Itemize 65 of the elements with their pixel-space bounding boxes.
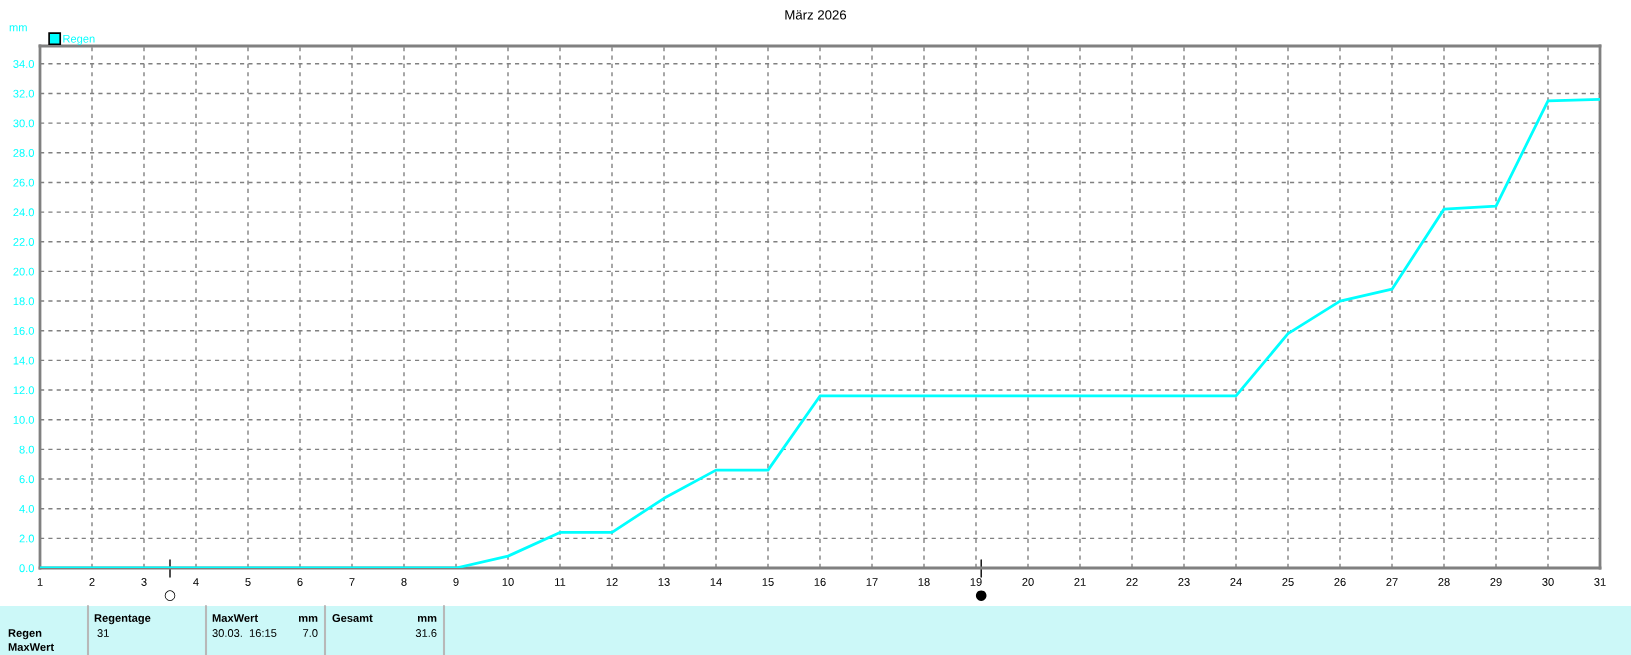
y-tick-label: 22.0 xyxy=(13,238,35,246)
ref-line-label: ● xyxy=(975,590,987,601)
x-tick-label: 11 xyxy=(555,578,566,586)
x-tick-label: 21 xyxy=(1074,578,1086,586)
y-tick-label: 26.0 xyxy=(13,178,35,187)
y-tick-label: 2.0 xyxy=(19,534,35,543)
x-tick-label: 6 xyxy=(297,578,303,586)
y-tick-label: 20.0 xyxy=(13,267,35,276)
y-tick-label: 8.0 xyxy=(19,445,35,454)
x-tick-label: 24 xyxy=(1230,578,1242,586)
x-tick-label: 10 xyxy=(502,578,514,586)
x-tick-label: 8 xyxy=(401,578,407,586)
x-tick-label: 30 xyxy=(1542,578,1554,586)
x-tick-label: 7 xyxy=(349,578,355,586)
x-tick-label: 4 xyxy=(193,578,199,586)
x-tick-label: 20 xyxy=(1022,578,1034,586)
text: mm xyxy=(417,615,437,622)
x-tick-label: 19 xyxy=(970,578,982,586)
text: 7.0 xyxy=(303,629,318,637)
x-tick-label: 9 xyxy=(453,578,459,586)
x-tick-label: 28 xyxy=(1438,578,1450,586)
y-tick-label: 4.0 xyxy=(19,504,35,513)
y-tick-label: 6.0 xyxy=(19,475,35,484)
y-tick-label: 14.0 xyxy=(13,356,35,365)
x-tick-label: 3 xyxy=(141,578,147,586)
text: Regentage xyxy=(94,614,151,625)
y-tick-label: 18.0 xyxy=(13,297,35,306)
text: 30.03. 16:15 xyxy=(212,629,277,637)
text: mm xyxy=(298,615,318,622)
y-tick-label: 12.0 xyxy=(13,386,35,395)
x-tick-label: 23 xyxy=(1178,578,1190,586)
y-tick-label: 32.0 xyxy=(13,89,35,98)
y-tick-label: 34.0 xyxy=(13,60,35,68)
text: Gesamt xyxy=(332,614,373,622)
x-tick-label: 13 xyxy=(658,578,670,586)
y-tick-label: 24.0 xyxy=(13,208,35,217)
x-tick-label: 2 xyxy=(89,578,95,586)
text: Regen xyxy=(8,629,42,640)
y-tick-label: 30.0 xyxy=(13,119,35,128)
x-tick-label: 15 xyxy=(762,578,774,586)
y-tick-label: 0.0 xyxy=(19,564,35,573)
text: 31 xyxy=(97,629,109,637)
text: MaxWert xyxy=(8,643,54,651)
y-tick-label: 28.0 xyxy=(13,149,35,157)
text: 31.6 xyxy=(415,629,437,637)
x-tick-label: 12 xyxy=(606,578,618,586)
y-tick-label: 10.0 xyxy=(13,415,35,424)
x-tick-label: 29 xyxy=(1490,578,1502,586)
x-tick-label: 31 xyxy=(1594,578,1606,586)
legend-label: Regen xyxy=(63,34,95,45)
chart-title: März 2026 xyxy=(785,10,847,20)
x-tick-label: 16 xyxy=(814,578,826,586)
y-axis-title: mm xyxy=(9,25,27,32)
x-tick-label: 27 xyxy=(1386,578,1398,586)
x-tick-label: 26 xyxy=(1334,578,1346,586)
x-tick-label: 18 xyxy=(918,578,930,586)
x-tick-label: 17 xyxy=(866,578,878,586)
x-tick-label: 5 xyxy=(245,578,251,586)
x-tick-label: 22 xyxy=(1126,578,1138,586)
x-tick-label: 25 xyxy=(1282,578,1294,586)
x-tick-label: 1 xyxy=(37,578,43,586)
ref-line-label: ○ xyxy=(164,590,176,602)
y-tick-label: 16.0 xyxy=(13,326,35,335)
text: MaxWert xyxy=(212,614,258,622)
x-tick-label: 14 xyxy=(710,578,722,586)
